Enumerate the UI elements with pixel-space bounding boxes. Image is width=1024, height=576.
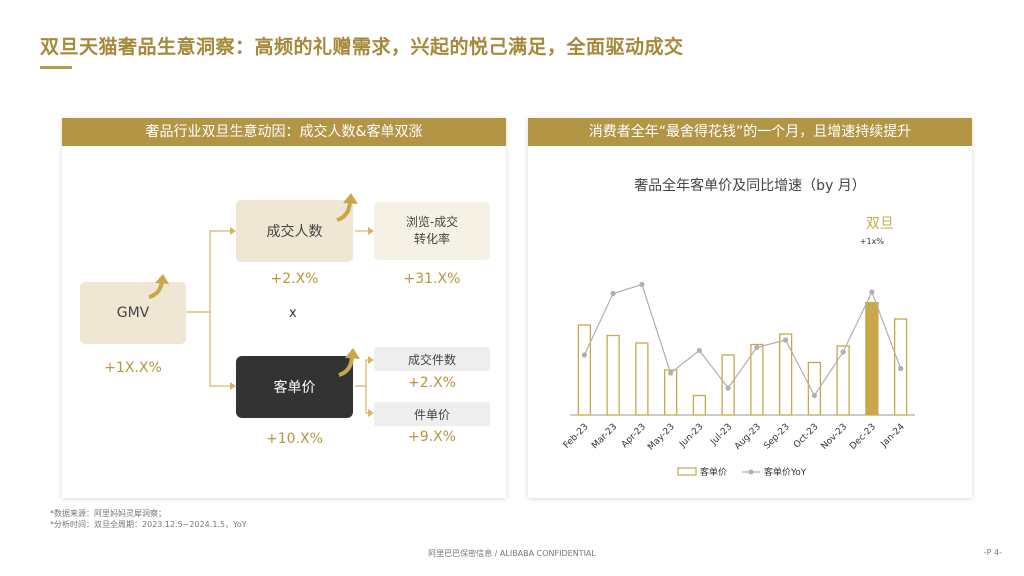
x-tick-label: Jul-23 xyxy=(708,422,734,448)
x-tick-label: Jan-24 xyxy=(879,422,907,450)
bar-Mar-23 xyxy=(606,334,620,416)
tree-connectors xyxy=(186,227,374,417)
x-tick-label: Oct-23 xyxy=(792,422,820,450)
unit-price-box: 件单价 xyxy=(374,402,490,426)
buyers-box: 成交人数 xyxy=(236,200,353,262)
legend-bar-label: 客单价 xyxy=(700,466,727,478)
bar-Feb-23 xyxy=(577,324,592,416)
items-label: 成交件数 xyxy=(407,352,456,367)
legend-line-marker xyxy=(748,469,754,475)
driver-card-header: 奢品行业双旦生意动因：成交人数&客单双涨 xyxy=(62,118,506,146)
x-tick-label: Dec-23 xyxy=(848,422,878,452)
bar-Aug-23 xyxy=(750,343,764,416)
yoy-point-Jul-23 xyxy=(725,385,731,391)
yoy-point-Aug-23 xyxy=(754,344,760,351)
bar-Jul-23 xyxy=(721,354,735,416)
bar-Nov-23 xyxy=(836,345,850,416)
double-holiday-yoy-label: +1x% xyxy=(860,237,885,246)
bar-Apr-23 xyxy=(635,342,649,416)
analysis-period-note: *分析时间：双旦全周期：2023.12.5~2024.1.5，YoY xyxy=(50,520,247,529)
items-box: 成交件数 xyxy=(374,347,490,371)
chart-card-header: 消费者全年“最舍得花钱”的一个月，且增速持续提升 xyxy=(528,118,972,146)
x-tick-label: May-23 xyxy=(646,422,677,453)
gmv-box: GMV xyxy=(80,282,186,344)
bar-May-23 xyxy=(663,369,678,416)
yoy-point-Sep-23 xyxy=(783,337,789,343)
buyers-up-arrow-icon xyxy=(336,193,358,222)
yoy-point-Nov-23 xyxy=(840,349,846,355)
items-pct: +2.X% xyxy=(408,375,456,391)
x-tick-label: Apr-23 xyxy=(620,422,648,450)
confidential-footer: 阿里巴巴保密信息 / ALIBABA CONFIDENTIAL xyxy=(428,549,596,558)
data-source-note: *数据来源：阿里妈妈灵犀洞察； xyxy=(50,509,166,518)
driver-card: 奢品行业双旦生意动因：成交人数&客单双涨 GMV +1X.X% 成交人数 +2.… xyxy=(62,118,506,498)
unit-price-label: 件单价 xyxy=(413,407,450,422)
x-tick-label: Jun-23 xyxy=(677,422,705,450)
bar-Sep-23 xyxy=(778,333,793,416)
aov-chart: 奢品全年客单价及同比增速（by 月） Feb-23 Mar-23 Apr-23May-… xyxy=(562,177,915,478)
aov-label: 客单价 xyxy=(273,380,316,396)
aov-up-arrow-icon xyxy=(338,348,360,377)
chart-card: 消费者全年“最舍得花钱”的一个月，且增速持续提升 奢品全年客单价及同比增速（by… xyxy=(528,118,972,498)
x-tick-label: Aug-23 xyxy=(733,422,763,452)
gmv-label: GMV xyxy=(116,305,150,321)
yoy-point-May-23 xyxy=(668,370,674,376)
bar-Dec-23 xyxy=(865,301,879,416)
conversion-label: 浏览-成交 转化率 xyxy=(405,215,459,246)
x-tick-label: Sep-23 xyxy=(762,422,791,451)
conversion-box: 浏览-成交 转化率 xyxy=(374,202,490,260)
double-holiday-label: 双旦 xyxy=(866,216,894,232)
x-tick-label: Nov-23 xyxy=(820,422,850,452)
legend-line-label: 客单价YoY xyxy=(764,466,807,478)
legend-bar-swatch xyxy=(677,467,697,476)
title-underline xyxy=(40,66,72,69)
yoy-point-Oct-23 xyxy=(811,392,817,399)
yoy-point-Dec-23 xyxy=(869,289,875,295)
gmv-pct: +1X.X% xyxy=(104,360,162,376)
x-tick-label: Feb-23 xyxy=(562,422,591,451)
page-number: -P 4- xyxy=(983,548,1002,557)
conversion-pct: +31.X% xyxy=(403,271,461,287)
bar-Jun-23 xyxy=(692,394,707,416)
yoy-point-Feb-23 xyxy=(581,352,587,358)
gmv-up-arrow-icon xyxy=(148,274,169,299)
chart-title: 奢品全年客单价及同比增速（by 月） xyxy=(634,177,866,194)
buyers-pct: +2.X% xyxy=(270,271,319,287)
unit-price-pct: +9.X% xyxy=(408,429,456,445)
yoy-point-Jan-24 xyxy=(898,365,904,372)
bar-Oct-23 xyxy=(807,361,822,416)
page-title: 双旦天猫奢品生意洞察：高频的礼赠需求，兴起的悦己满足，全面驱动成交 xyxy=(40,36,684,58)
buyers-label: 成交人数 xyxy=(266,224,323,240)
aov-pct: +10.X% xyxy=(266,431,323,447)
yoy-point-Apr-23 xyxy=(639,281,645,288)
yoy-line xyxy=(583,283,902,397)
yoy-point-Mar-23 xyxy=(610,290,616,297)
x-tick-label: Mar-23 xyxy=(590,422,619,451)
aov-box: 客单价 xyxy=(236,356,353,418)
yoy-point-Jun-23 xyxy=(696,347,702,354)
multiply-sign: x xyxy=(289,306,297,321)
